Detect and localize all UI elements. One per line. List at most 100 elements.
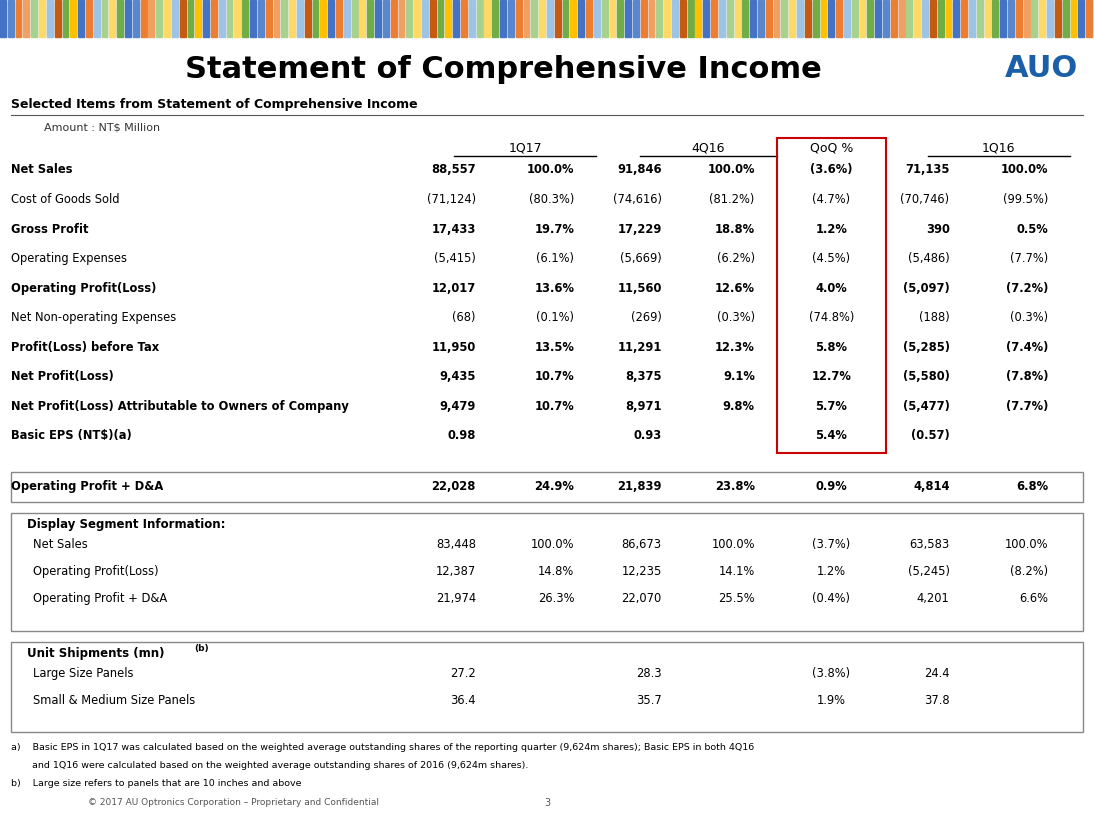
Bar: [336, 0, 341, 37]
Text: © 2017 AU Optronics Corporation – Proprietary and Confidential: © 2017 AU Optronics Corporation – Propri…: [88, 799, 379, 807]
Text: Unit Shipments (mn): Unit Shipments (mn): [27, 647, 165, 660]
Bar: [992, 0, 998, 37]
Text: 12.7%: 12.7%: [812, 370, 851, 383]
Text: 9.1%: 9.1%: [723, 370, 755, 383]
Text: 100.0%: 100.0%: [1004, 538, 1048, 551]
Bar: [734, 0, 741, 37]
Text: 14.8%: 14.8%: [538, 565, 574, 578]
Bar: [907, 0, 912, 37]
Bar: [868, 0, 873, 37]
Text: (5,285): (5,285): [903, 341, 950, 354]
Bar: [102, 0, 107, 37]
Text: 12,017: 12,017: [432, 282, 476, 295]
Bar: [438, 0, 443, 37]
Text: (4.5%): (4.5%): [813, 252, 850, 265]
Text: 6.8%: 6.8%: [1016, 480, 1048, 493]
Bar: [234, 0, 241, 37]
Bar: [78, 0, 84, 37]
Bar: [719, 0, 724, 37]
Text: 17,433: 17,433: [431, 222, 476, 236]
Text: b)    Large size refers to panels that are 10 inches and above: b) Large size refers to panels that are …: [11, 779, 302, 787]
Bar: [711, 0, 717, 37]
Bar: [211, 0, 217, 37]
Bar: [8, 0, 13, 37]
Bar: [641, 0, 647, 37]
Text: 18.8%: 18.8%: [714, 222, 755, 236]
Bar: [149, 0, 154, 37]
Bar: [633, 0, 639, 37]
Bar: [875, 0, 881, 37]
Bar: [196, 0, 201, 37]
Text: 12,387: 12,387: [435, 565, 476, 578]
Bar: [688, 0, 694, 37]
Bar: [586, 0, 592, 37]
Text: QoQ %: QoQ %: [810, 141, 853, 154]
Text: Profit(Loss) before Tax: Profit(Loss) before Tax: [11, 341, 159, 354]
Bar: [977, 0, 982, 37]
Text: (5,245): (5,245): [908, 565, 950, 578]
Bar: [0, 0, 5, 37]
Text: (0.3%): (0.3%): [717, 311, 755, 324]
Bar: [321, 0, 326, 37]
Text: Amount : NT$ Million: Amount : NT$ Million: [44, 122, 160, 132]
Text: (0.1%): (0.1%): [536, 311, 574, 324]
Text: and 1Q16 were calculated based on the weighted average outstanding shares of 201: and 1Q16 were calculated based on the we…: [11, 761, 528, 769]
Bar: [70, 0, 77, 37]
Text: 4.0%: 4.0%: [815, 282, 848, 295]
Text: 1.9%: 1.9%: [817, 694, 846, 707]
Bar: [281, 0, 287, 37]
Text: (7.8%): (7.8%): [1005, 370, 1048, 383]
Bar: [11, 472, 1083, 502]
Bar: [891, 0, 897, 37]
Text: Large Size Panels: Large Size Panels: [33, 667, 133, 680]
Bar: [1000, 0, 1006, 37]
Text: 9,435: 9,435: [440, 370, 476, 383]
Text: (b): (b): [195, 644, 209, 653]
Text: (6.2%): (6.2%): [717, 252, 755, 265]
Bar: [836, 0, 842, 37]
Text: 5.4%: 5.4%: [815, 429, 848, 443]
Bar: [1008, 0, 1014, 37]
Bar: [15, 0, 22, 37]
Bar: [1016, 0, 1022, 37]
Text: 83,448: 83,448: [435, 538, 476, 551]
Bar: [969, 0, 975, 37]
Text: 4,814: 4,814: [913, 480, 950, 493]
Text: 3: 3: [544, 798, 550, 808]
Bar: [898, 0, 905, 37]
Text: (5,415): (5,415): [434, 252, 476, 265]
Bar: [672, 0, 678, 37]
Text: Net Profit(Loss): Net Profit(Loss): [11, 370, 114, 383]
Text: 0.9%: 0.9%: [815, 480, 848, 493]
Bar: [922, 0, 928, 37]
Bar: [813, 0, 818, 37]
Text: 8,375: 8,375: [626, 370, 662, 383]
Bar: [570, 0, 577, 37]
Bar: [1079, 0, 1084, 37]
Text: 23.8%: 23.8%: [714, 480, 755, 493]
Text: 91,846: 91,846: [617, 163, 662, 177]
Bar: [313, 0, 318, 37]
Text: 1.2%: 1.2%: [817, 565, 846, 578]
Bar: [258, 0, 264, 37]
Bar: [453, 0, 459, 37]
Text: 10.7%: 10.7%: [535, 370, 574, 383]
Text: 14.1%: 14.1%: [719, 565, 755, 578]
Bar: [360, 0, 365, 37]
Text: Selected Items from Statement of Comprehensive Income: Selected Items from Statement of Compreh…: [11, 98, 418, 111]
Text: 8,971: 8,971: [626, 400, 662, 413]
Bar: [187, 0, 194, 37]
Bar: [391, 0, 396, 37]
Bar: [758, 0, 764, 37]
Text: (6.1%): (6.1%): [536, 252, 574, 265]
Text: 1Q16: 1Q16: [982, 141, 1015, 154]
Bar: [1086, 0, 1092, 37]
Text: a)    Basic EPS in 1Q17 was calculated based on the weighted average outstanding: a) Basic EPS in 1Q17 was calculated base…: [11, 743, 754, 751]
Text: (0.3%): (0.3%): [1010, 311, 1048, 324]
Bar: [62, 0, 68, 37]
Text: (81.2%): (81.2%): [710, 193, 755, 206]
Bar: [39, 0, 45, 37]
Bar: [555, 0, 560, 37]
Text: 10.7%: 10.7%: [535, 400, 574, 413]
Text: 5.7%: 5.7%: [815, 400, 848, 413]
